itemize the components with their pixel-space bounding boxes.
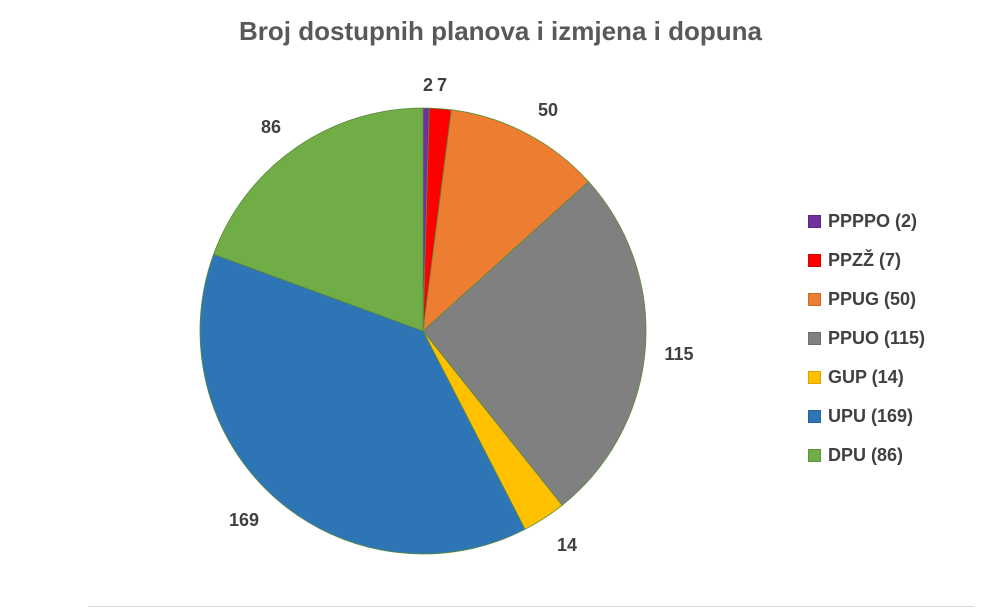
data-label-ppppo: 2 xyxy=(423,75,433,95)
data-label-ppug: 50 xyxy=(538,100,558,120)
data-label-upu: 169 xyxy=(229,510,259,530)
chart-legend: PPPPO (2) PPZŽ (7) PPUG (50) PPUO (115) GUP … xyxy=(808,202,925,475)
pie-slice-ppug xyxy=(422,109,590,333)
legend-swatch xyxy=(808,254,821,267)
bottom-divider xyxy=(88,606,974,607)
legend-item-dpu: DPU (86) xyxy=(808,436,925,475)
legend-label: PPPPO (2) xyxy=(828,211,918,231)
data-label-gup: 14 xyxy=(557,535,577,555)
legend-swatch xyxy=(808,293,821,306)
legend-item-ppppo: PPPPO (2) xyxy=(808,202,925,241)
pie-slice-dpu xyxy=(213,107,424,332)
legend-swatch xyxy=(808,332,821,345)
legend-label: PPUG (50) xyxy=(828,289,917,309)
legend-item-upu: UPU (169) xyxy=(808,397,925,436)
data-label-ppzž: 7 xyxy=(437,75,447,95)
legend-label: GUP (14) xyxy=(828,367,904,387)
legend-label: PPZŽ (7) xyxy=(828,250,902,270)
legend-swatch xyxy=(808,371,821,384)
data-label-ppuo: 115 xyxy=(664,344,693,364)
chart-title: Broj dostupnih planova i izmjena i dopun… xyxy=(239,16,762,46)
pie-slice-upu xyxy=(199,253,526,555)
legend-item-ppuo: PPUO (115) xyxy=(808,319,925,358)
legend-swatch xyxy=(808,410,821,423)
legend-label: UPU (169) xyxy=(828,406,914,426)
data-label-dpu: 86 xyxy=(261,117,281,137)
legend-item-ppug: PPUG (50) xyxy=(808,280,925,319)
pie-slice-ppuo xyxy=(422,181,647,506)
legend-item-gup: GUP (14) xyxy=(808,358,925,397)
legend-label: DPU (86) xyxy=(828,445,904,465)
legend-item-ppzž: PPZŽ (7) xyxy=(808,241,925,280)
legend-swatch xyxy=(808,449,821,462)
legend-label: PPUO (115) xyxy=(828,328,926,348)
legend-swatch xyxy=(808,215,821,228)
